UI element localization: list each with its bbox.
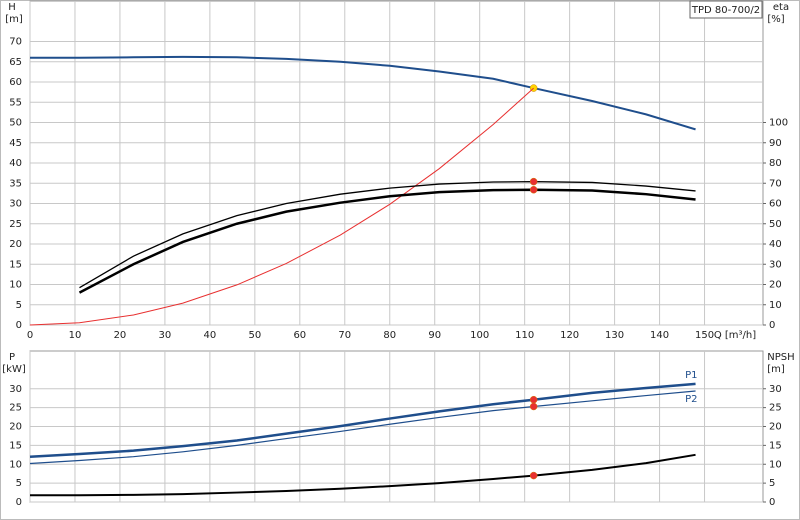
- duty-point: [529, 395, 538, 404]
- y2-axis-label: eta: [773, 2, 789, 13]
- x-tick-label: 150: [695, 330, 714, 341]
- y2-tick-label: 30: [769, 384, 782, 395]
- y2-tick-label: 25: [769, 403, 782, 414]
- y-tick-label: 40: [9, 158, 22, 169]
- x-tick-label: 140: [650, 330, 669, 341]
- y-tick-label: 5: [16, 300, 22, 311]
- y2-tick-label: 5: [769, 478, 775, 489]
- y2-tick-label: 100: [769, 118, 788, 129]
- y-tick-label: 35: [9, 178, 22, 189]
- label-box-text: TPD 80-700/2: [691, 5, 760, 16]
- series-line: [79, 180, 696, 289]
- series-label: P1: [685, 370, 697, 381]
- series-line: [30, 55, 696, 131]
- y-tick-label: 0: [16, 320, 22, 331]
- duty-point: [529, 471, 538, 480]
- y-tick-label: 10: [9, 280, 22, 291]
- y-tick-label: 30: [9, 199, 22, 210]
- y-axis-label: P: [9, 352, 15, 363]
- y-tick-label: 50: [9, 118, 22, 129]
- label-box: [689, 0, 763, 19]
- y-tick-label: 20: [9, 239, 22, 250]
- x-tick-label: 90: [428, 330, 441, 341]
- y2-tick-label: 80: [769, 158, 782, 169]
- y2-tick-label: 20: [769, 280, 782, 291]
- duty-point: [529, 185, 538, 194]
- series-line: [78, 188, 696, 294]
- series-line: [30, 453, 696, 497]
- x-tick-label: 100: [470, 330, 489, 341]
- y2-tick-label: 30: [769, 259, 782, 270]
- x-tick-label: 50: [248, 330, 261, 341]
- y2-tick-label: 10: [769, 459, 782, 470]
- y-tick-label: 20: [9, 422, 22, 433]
- y-tick-label: 65: [9, 57, 22, 68]
- y-axis-unit: [m]: [5, 14, 23, 25]
- y-tick-label: 5: [16, 478, 22, 489]
- duty-point: [529, 177, 538, 186]
- y-tick-label: 10: [9, 459, 22, 470]
- y2-axis-unit: [%]: [767, 14, 784, 25]
- x-axis-label: Q [m³/h]: [714, 330, 756, 341]
- y-tick-label: 55: [9, 97, 22, 108]
- y-axis-label: H: [8, 2, 16, 13]
- y-tick-label: 15: [9, 440, 22, 451]
- x-tick-label: 0: [27, 330, 33, 341]
- y-tick-label: 25: [9, 403, 22, 414]
- y-tick-label: 30: [9, 384, 22, 395]
- x-tick-label: 20: [114, 330, 127, 341]
- y2-tick-label: 60: [769, 199, 782, 210]
- series-line: [29, 87, 534, 326]
- x-tick-label: 40: [204, 330, 217, 341]
- y-axis-unit: [kW]: [2, 364, 26, 375]
- y-tick-label: 25: [9, 219, 22, 230]
- y2-tick-label: 50: [769, 219, 782, 230]
- series-label: P2: [685, 394, 697, 405]
- x-tick-label: 70: [338, 330, 351, 341]
- y2-tick-label: 0: [769, 497, 775, 508]
- y-tick-label: 15: [9, 259, 22, 270]
- x-tick-label: 30: [159, 330, 172, 341]
- y2-tick-label: 20: [769, 422, 782, 433]
- x-tick-label: 120: [560, 330, 579, 341]
- y2-axis-label: NPSH: [767, 352, 794, 363]
- x-tick-label: 60: [293, 330, 306, 341]
- y-tick-label: 45: [9, 138, 22, 149]
- y2-tick-label: 40: [769, 239, 782, 250]
- y-tick-label: 0: [16, 497, 22, 508]
- y2-tick-label: 90: [769, 138, 782, 149]
- series-line: [29, 382, 696, 458]
- x-tick-label: 130: [605, 330, 624, 341]
- y2-tick-label: 10: [769, 300, 782, 311]
- y2-tick-label: 15: [769, 440, 782, 451]
- x-tick-label: 10: [69, 330, 82, 341]
- x-tick-label: 80: [383, 330, 396, 341]
- y2-tick-label: 70: [769, 178, 782, 189]
- y2-tick-label: 0: [769, 320, 775, 331]
- y-tick-label: 60: [9, 77, 22, 88]
- y2-axis-unit: [m]: [767, 364, 785, 375]
- duty-point: [529, 402, 538, 411]
- series-line: [29, 390, 696, 465]
- x-tick-label: 110: [515, 330, 534, 341]
- y-tick-label: 70: [9, 37, 22, 48]
